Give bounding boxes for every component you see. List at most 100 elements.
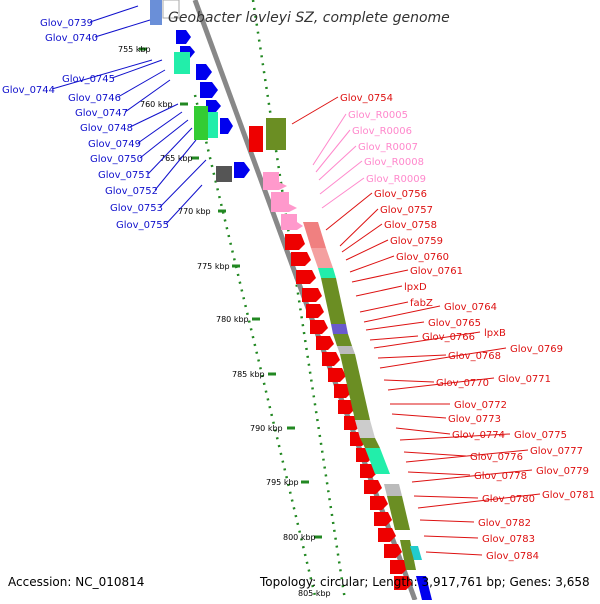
gene-label[interactable]: Glov_0772 <box>454 400 507 411</box>
feature-arrow <box>296 270 316 284</box>
gene-label[interactable]: Glov_0747 <box>75 108 128 119</box>
callout-line <box>319 160 363 195</box>
gene-label[interactable]: Glov_0740 <box>45 33 98 44</box>
gene-label[interactable]: Glov_0739 <box>40 18 93 29</box>
gene-label[interactable]: Glov_0758 <box>384 220 437 231</box>
gene-label[interactable]: Glov_0757 <box>380 205 433 216</box>
gene-label[interactable]: Glov_0764 <box>444 302 497 313</box>
gene-label[interactable]: Glov_0769 <box>510 344 563 355</box>
gene-label[interactable]: Glov_R0005 <box>348 110 408 121</box>
feature-arrow <box>390 560 408 574</box>
feature-block <box>266 118 286 150</box>
callout-line <box>111 59 163 79</box>
gene-label[interactable]: fabZ <box>410 298 433 309</box>
left-callouts <box>51 5 207 225</box>
callout-line <box>387 377 495 391</box>
topology-label: Topology: circular; Length: 3,917,761 bp… <box>260 575 590 589</box>
gene-label[interactable]: Glov_0753 <box>110 203 163 214</box>
gene-label[interactable]: Glov_0766 <box>422 332 475 343</box>
gene-label[interactable]: Glov_0782 <box>478 518 531 529</box>
gene-label[interactable]: Glov_R0007 <box>358 142 418 153</box>
feature-arrow <box>384 544 402 558</box>
feature-arrow <box>364 480 382 494</box>
gene-label[interactable]: Glov_0760 <box>396 252 449 263</box>
gene-label[interactable]: Glov_0765 <box>428 318 481 329</box>
scale-label: 785 kbp <box>232 370 265 379</box>
plus-strand-features <box>249 118 412 590</box>
feature-arrow <box>334 384 352 398</box>
gene-label[interactable]: Glov_0779 <box>536 466 589 477</box>
category-block <box>355 420 375 438</box>
gene-label[interactable]: Glov_0774 <box>452 430 505 441</box>
feature-arrow <box>394 576 412 590</box>
gene-label[interactable]: Glov_0781 <box>542 490 595 501</box>
feature-block <box>162 0 180 19</box>
gene-label[interactable]: Glov_0761 <box>410 266 463 277</box>
callout-line <box>349 255 395 273</box>
gene-label[interactable]: Glov_0748 <box>80 123 133 134</box>
gene-label[interactable]: Glov_0744 <box>2 85 55 96</box>
gene-label[interactable]: Glov_R0009 <box>366 174 426 185</box>
gene-label[interactable]: Glov_0754 <box>340 93 393 104</box>
callout-line <box>419 519 475 523</box>
gene-label[interactable]: Glov_0756 <box>374 189 427 200</box>
callout-line <box>405 449 529 463</box>
category-block <box>331 324 348 334</box>
gene-label[interactable]: Glov_0751 <box>98 170 151 181</box>
callout-line <box>124 79 171 113</box>
callout-line <box>423 535 479 539</box>
category-track <box>303 222 432 600</box>
category-block <box>365 448 390 474</box>
gene-label[interactable]: Glov_0752 <box>105 186 158 197</box>
gene-label[interactable]: Glov_0776 <box>470 452 523 463</box>
gene-label[interactable]: Glov_0750 <box>90 154 143 165</box>
gene-label[interactable]: Glov_0745 <box>62 74 115 85</box>
category-block <box>337 346 355 354</box>
gene-label[interactable]: Glov_0777 <box>530 446 583 457</box>
gene-label[interactable]: Glov_0759 <box>390 236 443 247</box>
inner-ruler-ring <box>193 94 318 601</box>
feature-arrow <box>310 320 328 334</box>
callout-line <box>291 96 339 125</box>
gene-label[interactable]: Glov_0770 <box>436 378 489 389</box>
callout-line <box>154 139 197 191</box>
feature-arrow <box>378 528 396 542</box>
scale-label: 775 kbp <box>197 262 230 271</box>
feature-arrow <box>291 252 311 266</box>
gene-label[interactable]: Glov_0780 <box>482 494 535 505</box>
callout-line <box>395 427 451 435</box>
gene-label[interactable]: Glov_0755 <box>116 220 169 231</box>
gene-label[interactable]: Glov_R0008 <box>364 157 424 168</box>
gene-label[interactable]: Glov_0771 <box>498 374 551 385</box>
callout-line <box>351 269 409 283</box>
feature-block <box>249 126 263 152</box>
callout-line <box>377 354 447 359</box>
gene-label[interactable]: Glov_0773 <box>448 414 501 425</box>
gene-label[interactable]: Glov_0746 <box>68 93 121 104</box>
feature-arrow <box>263 172 287 190</box>
gene-label[interactable]: Glov_0783 <box>482 534 535 545</box>
category-block <box>340 354 370 420</box>
feature-arrow <box>271 192 297 212</box>
category-block <box>416 576 432 600</box>
feature-arrow <box>176 30 191 44</box>
gene-label[interactable]: lpxD <box>404 282 427 293</box>
callout-line <box>159 159 207 208</box>
gene-label[interactable]: Glov_R0006 <box>352 126 412 137</box>
gene-label[interactable]: lpxB <box>484 328 506 339</box>
callout-line <box>407 471 471 476</box>
scale-label: 800 kbp <box>283 533 316 542</box>
gene-label[interactable]: Glov_0778 <box>474 471 527 482</box>
gene-label[interactable]: Glov_0784 <box>486 551 539 562</box>
gene-label[interactable]: Glov_0768 <box>448 351 501 362</box>
gene-label[interactable]: Glov_0749 <box>88 139 141 150</box>
category-block <box>400 540 416 570</box>
scale-label: 770 kbp <box>178 207 211 216</box>
callout-line <box>411 469 533 483</box>
feature-block <box>194 106 208 140</box>
gene-label[interactable]: Glov_0775 <box>514 430 567 441</box>
callout-line <box>321 177 365 209</box>
callout-line <box>129 103 179 128</box>
